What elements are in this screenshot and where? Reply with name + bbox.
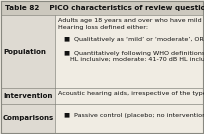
Text: Adults age 18 years and over who have mild to modera: Adults age 18 years and over who have mi… — [58, 18, 204, 23]
Text: Table 82    PICO characteristics of review question: Table 82 PICO characteristics of review … — [5, 5, 204, 11]
Text: Population: Population — [3, 49, 46, 55]
Text: Comparisons: Comparisons — [3, 115, 54, 121]
Text: ■  Quantitatively following WHO definitions of mi: ■ Quantitatively following WHO definitio… — [58, 51, 204, 55]
Bar — [1, 15, 55, 88]
Bar — [55, 88, 203, 103]
Text: ■  Qualitatively as ‘mild’ or ‘moderate’, OR: ■ Qualitatively as ‘mild’ or ‘moderate’,… — [58, 38, 204, 42]
Bar — [55, 103, 203, 133]
Bar — [1, 103, 55, 133]
Text: Acoustic hearing aids, irrespective of the type of techno: Acoustic hearing aids, irrespective of t… — [58, 91, 204, 96]
Text: ■  Passive control (placebo; no intervention; or wai: ■ Passive control (placebo; no intervent… — [58, 113, 204, 118]
Bar — [1, 1, 203, 15]
Text: Hearing loss defined either:: Hearing loss defined either: — [58, 25, 148, 29]
Bar — [55, 15, 203, 88]
Text: HL inclusive; moderate: 41-70 dB HL inclusive): HL inclusive; moderate: 41-70 dB HL incl… — [58, 57, 204, 62]
Text: Intervention: Intervention — [3, 93, 52, 99]
Bar — [1, 88, 55, 103]
